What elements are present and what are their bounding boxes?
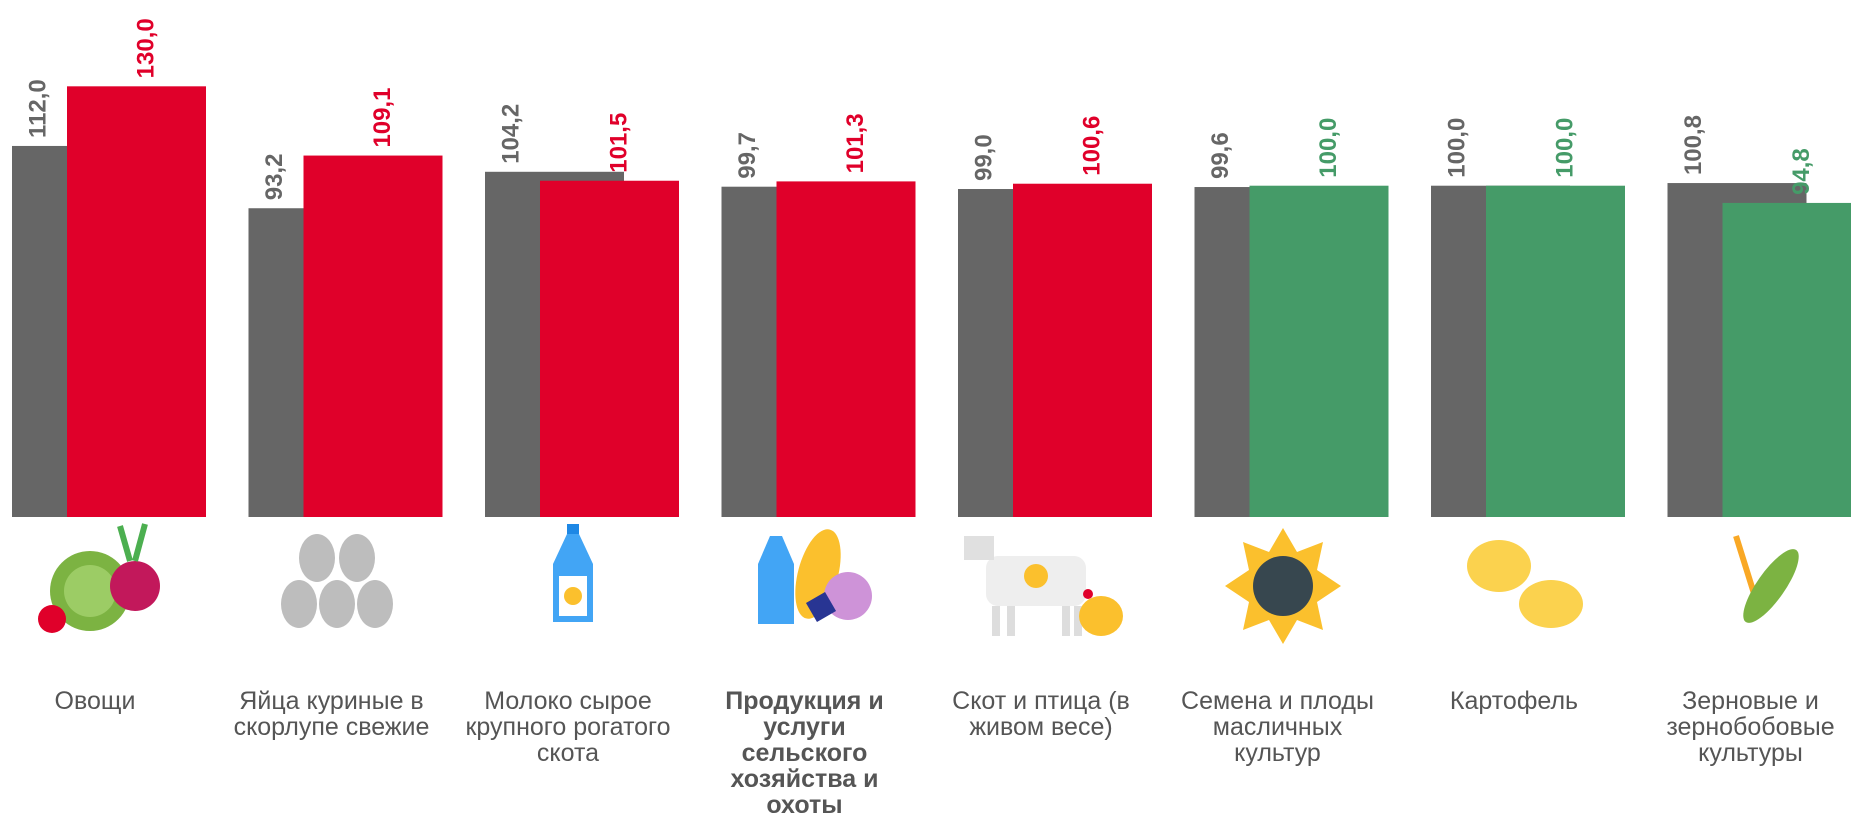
category-label: Молоко сырое крупного рогатого скота [463, 688, 673, 766]
value-label: 100,0 [1315, 118, 1342, 178]
value-label: 94,8 [1788, 148, 1815, 195]
value-label: 109,1 [369, 87, 396, 147]
icon-eggs [281, 534, 393, 628]
bar [777, 181, 916, 517]
icon-potato [1467, 540, 1583, 628]
value-label: 99,7 [734, 132, 761, 179]
value-label: 104,2 [497, 104, 524, 164]
bar [1723, 203, 1851, 517]
category-label: Яйца куриные в скорлупе свежие [227, 688, 437, 740]
value-label: 93,2 [261, 154, 288, 201]
value-label: 112,0 [24, 79, 51, 138]
bar [1250, 186, 1389, 517]
icon-vegetables [38, 524, 160, 633]
icon-products [758, 524, 872, 624]
icon-livestock [964, 536, 1123, 636]
category-label: Овощи [0, 688, 200, 714]
value-label: 100,0 [1551, 118, 1578, 178]
icons [38, 524, 1808, 644]
value-label: 101,5 [605, 113, 632, 173]
bar [1013, 184, 1152, 517]
chart: 112,0 93,2 104,2 99,7 99,0 99,6 100,0 100,8 130,… [0, 0, 1851, 823]
icon-milk [553, 524, 593, 622]
category-label: Продукция и услуги сельского хозяйства и… [720, 688, 890, 818]
bar [1486, 186, 1625, 517]
bar [304, 156, 443, 517]
bar [540, 181, 679, 517]
value-label: 100,8 [1680, 115, 1707, 175]
category-label: Зерновые и зернобобовые культуры [1646, 688, 1851, 766]
value-label: 101,3 [842, 113, 869, 173]
icon-sunflower [1225, 528, 1341, 644]
value-label: 100,0 [1443, 118, 1470, 178]
category-label: Скот и птица (в живом весе) [936, 688, 1146, 740]
category-label: Картофель [1409, 688, 1619, 714]
bar [67, 86, 206, 517]
value-label: 99,6 [1207, 132, 1234, 179]
value-label: 130,0 [132, 18, 159, 78]
icon-grain [1734, 536, 1807, 630]
value-label: 99,0 [970, 134, 997, 181]
category-label: Семена и плоды масличных культур [1173, 688, 1383, 766]
value-label: 100,6 [1078, 116, 1105, 176]
